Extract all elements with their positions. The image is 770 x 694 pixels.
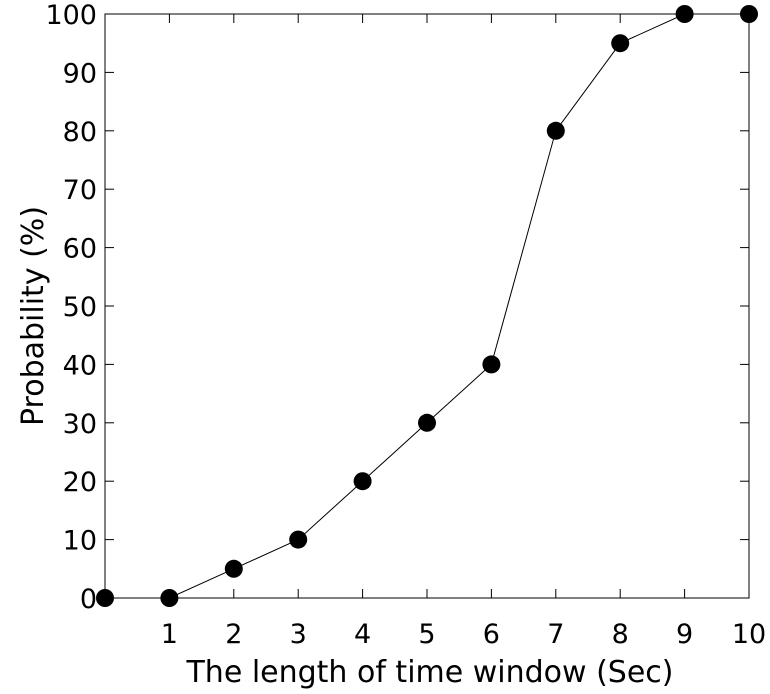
- y-tick-label: 70: [63, 175, 97, 206]
- y-tick-label: 20: [63, 467, 97, 498]
- y-axis-title: Probability (%): [16, 206, 51, 426]
- x-tick-label: 10: [732, 619, 766, 650]
- x-axis-title: The length of time window (Sec): [185, 655, 673, 690]
- x-tick-label: 8: [612, 619, 629, 650]
- data-point: [289, 530, 308, 549]
- x-tick-label: 6: [483, 619, 500, 650]
- x-tick-label: 9: [676, 619, 693, 650]
- x-tick-label: 5: [418, 619, 435, 650]
- y-tick-label: 90: [63, 58, 97, 89]
- data-point: [740, 5, 758, 23]
- y-tick-label: 100: [45, 0, 97, 31]
- y-tick-label: 40: [63, 350, 97, 381]
- y-tick-label: 30: [63, 409, 97, 440]
- y-tick-label: 60: [63, 234, 97, 265]
- x-tick-label: 3: [290, 619, 307, 650]
- data-point: [353, 472, 372, 491]
- data-point: [96, 589, 114, 607]
- data-point: [675, 5, 694, 23]
- x-tick-label: 4: [354, 619, 371, 650]
- data-point: [482, 355, 501, 374]
- y-tick-label: 10: [63, 526, 97, 557]
- y-tick-label: 0: [80, 584, 97, 615]
- data-point: [418, 413, 436, 432]
- plot-frame: [104, 13, 750, 599]
- data-point: [546, 121, 565, 140]
- y-tick-label: 80: [63, 117, 97, 148]
- x-tick-label: 2: [225, 619, 242, 650]
- data-point: [160, 589, 179, 607]
- data-point: [224, 559, 243, 578]
- y-tick-label: 50: [63, 292, 97, 323]
- data-point: [611, 34, 630, 53]
- x-tick-label: 1: [161, 619, 178, 650]
- x-tick-label: 7: [547, 619, 564, 650]
- plot-area: 0 10 20 30 40 50 60 70 80 90 100 1 2 3 4 5 6 7 8 9 10: [45, 0, 766, 650]
- series-line: [105, 13, 749, 599]
